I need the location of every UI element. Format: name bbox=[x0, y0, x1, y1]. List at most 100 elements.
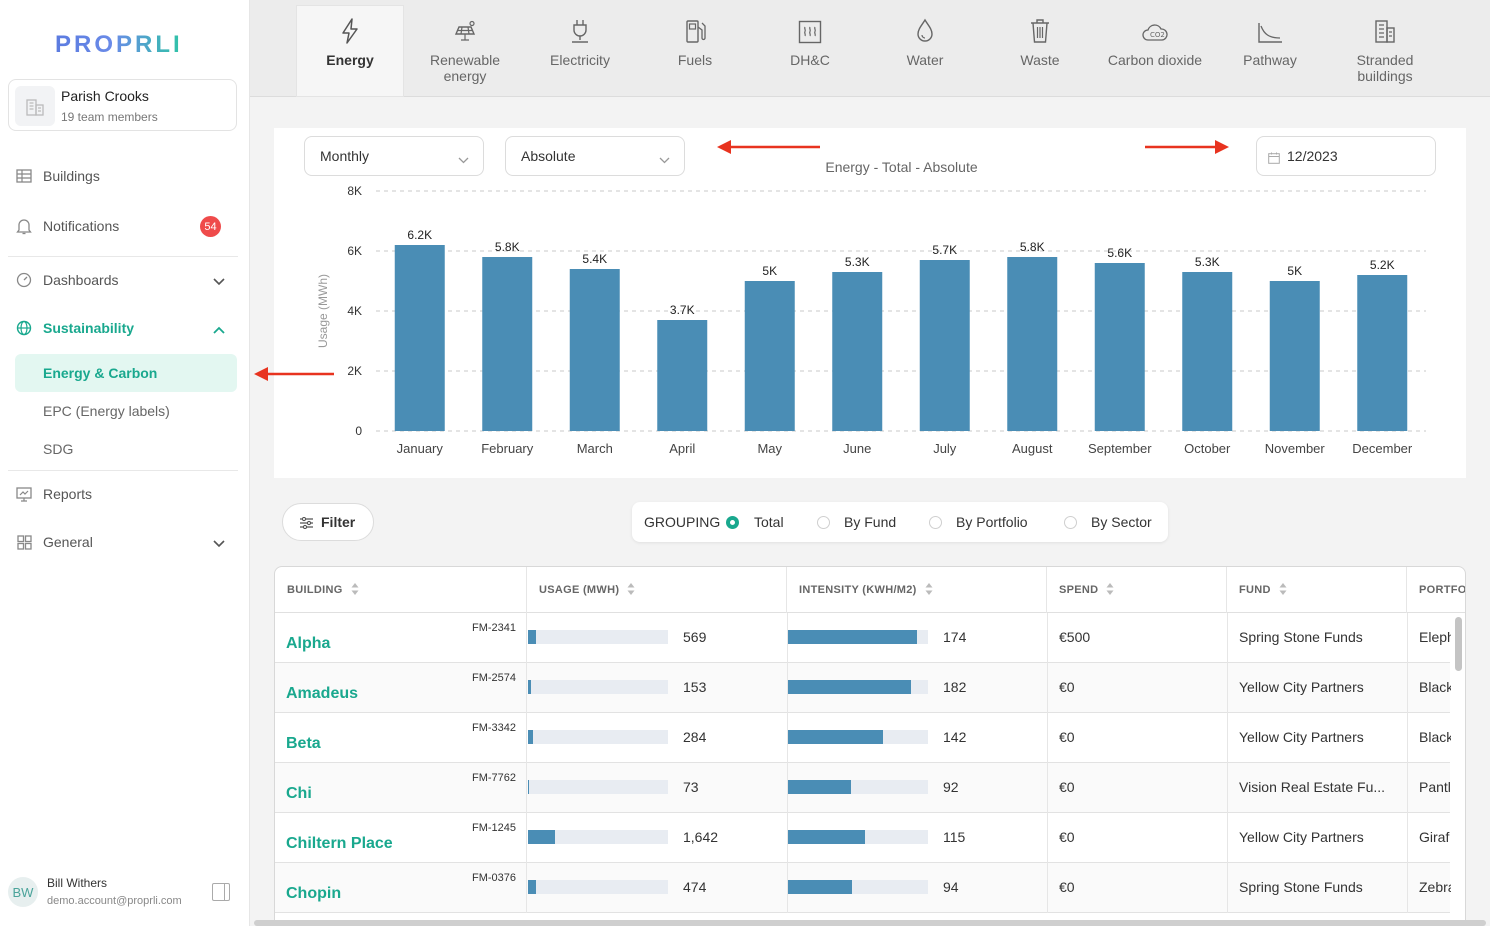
radio-total[interactable] bbox=[726, 516, 739, 529]
sidebar-item-general[interactable]: General bbox=[15, 523, 237, 561]
column-header-label: INTENSITY (KWH/M2) bbox=[799, 584, 917, 596]
tab-renewable-energy[interactable]: Renewable energy bbox=[412, 6, 518, 96]
intensity-bar-fill bbox=[788, 780, 851, 794]
sidebar-subitem-epc[interactable]: EPC (Energy labels) bbox=[15, 392, 237, 430]
sidebar-item-buildings[interactable]: Buildings bbox=[15, 157, 237, 195]
grouping-label: GROUPING bbox=[644, 514, 721, 530]
building-name-link[interactable]: Amadeus bbox=[286, 685, 359, 702]
y-tick-label: 2K bbox=[347, 364, 362, 378]
chart-bar bbox=[1094, 263, 1145, 431]
horizontal-scrollbar[interactable] bbox=[254, 920, 1486, 926]
intensity-value: 115 bbox=[943, 829, 966, 845]
portfolio-value: Black bbox=[1419, 729, 1451, 745]
x-tick-label: January bbox=[397, 441, 444, 456]
usage-bar bbox=[528, 730, 668, 744]
category-tabs: Energy Renewable energy Electricity Fuel… bbox=[250, 0, 1490, 97]
tab-label: Pathway bbox=[1243, 52, 1297, 68]
radio-by-fund[interactable] bbox=[817, 516, 830, 529]
chart-bar bbox=[1269, 281, 1320, 431]
radio-label-total[interactable]: Total bbox=[754, 514, 784, 530]
column-header-fund[interactable]: FUND bbox=[1227, 567, 1407, 613]
gauge-icon bbox=[15, 271, 33, 289]
table-row[interactable]: Chopin FM-0376 474 94 €0 Spring Stone Funds Ze… bbox=[275, 863, 1451, 913]
usage-bar bbox=[528, 630, 668, 644]
chart-bar bbox=[1007, 257, 1058, 431]
sort-icon bbox=[1279, 582, 1287, 599]
globe-icon bbox=[15, 319, 33, 337]
column-divider bbox=[1047, 863, 1048, 913]
energy-bar-chart: 0 2K 4K 6K 8K Usage (MWh) 6.2K January 5.8K Febru… bbox=[316, 184, 1426, 456]
team-name: Parish Crooks bbox=[61, 88, 149, 104]
sidebar-item-reports[interactable]: Reports bbox=[15, 475, 237, 513]
tab-label: Waste bbox=[1020, 52, 1060, 68]
radio-label-by-fund[interactable]: By Fund bbox=[844, 514, 897, 530]
radio-label-by-portfolio[interactable]: By Portfolio bbox=[956, 514, 1028, 530]
intensity-bar bbox=[788, 880, 928, 894]
intensity-bar bbox=[788, 730, 928, 744]
intensity-bar-fill bbox=[788, 880, 853, 894]
column-divider bbox=[1227, 813, 1228, 863]
table-row[interactable]: Beta FM-3342 284 142 €0 Yellow City Partners B… bbox=[275, 713, 1451, 763]
table-row[interactable]: Chiltern Place FM-1245 1,642 115 €0 Yellow Ci… bbox=[275, 813, 1450, 863]
bar-value-label: 5K bbox=[762, 264, 777, 278]
user-profile[interactable]: BW Bill Withers demo.account@proprli.com bbox=[8, 873, 238, 913]
intensity-bar-fill bbox=[788, 730, 884, 744]
proprli-logo[interactable]: PROPRLI bbox=[55, 31, 183, 58]
tab-label: Electricity bbox=[550, 52, 610, 68]
building-name-link[interactable]: Alpha bbox=[286, 635, 331, 652]
intensity-bar-fill bbox=[788, 680, 912, 694]
calendar-icon bbox=[1268, 151, 1280, 167]
vertical-scrollbar[interactable] bbox=[1455, 617, 1462, 671]
tab-pathway[interactable]: Pathway bbox=[1217, 6, 1323, 96]
date-picker[interactable]: 12/2023 bbox=[1256, 136, 1436, 176]
sidebar-item-label: Notifications bbox=[43, 218, 120, 234]
tab-water[interactable]: Water bbox=[872, 6, 978, 96]
column-header-usage[interactable]: USAGE (MWH) bbox=[527, 567, 787, 613]
tab-dhc[interactable]: DH&C bbox=[757, 6, 863, 96]
column-header-building[interactable]: BUILDING bbox=[275, 567, 527, 613]
collapse-sidebar-icon[interactable] bbox=[212, 883, 230, 901]
tab-waste[interactable]: Waste bbox=[987, 6, 1093, 96]
period-select[interactable]: Monthly bbox=[304, 136, 484, 176]
bar-value-label: 5.3K bbox=[1195, 255, 1220, 269]
tab-stranded-buildings[interactable]: Stranded buildings bbox=[1332, 6, 1438, 96]
column-header-portfolio[interactable]: PORTFO bbox=[1407, 567, 1465, 613]
radio-by-portfolio[interactable] bbox=[929, 516, 942, 529]
sidebar-item-label: Reports bbox=[43, 486, 93, 502]
column-divider bbox=[787, 663, 788, 713]
filter-button[interactable]: Filter bbox=[282, 503, 374, 541]
tab-label: DH&C bbox=[790, 52, 830, 68]
column-header-spend[interactable]: SPEND bbox=[1047, 567, 1227, 613]
sidebar-item-dashboards[interactable]: Dashboards bbox=[15, 261, 237, 299]
sidebar-subitem-sdg[interactable]: SDG bbox=[15, 430, 237, 468]
sidebar-subitem-energy-carbon[interactable]: Energy & Carbon bbox=[15, 354, 237, 392]
table-row[interactable]: Chi FM-7762 73 92 €0 Vision Real Estate Fu...… bbox=[275, 763, 1451, 813]
tab-fuels[interactable]: Fuels bbox=[642, 6, 748, 96]
chevron-down-icon bbox=[458, 151, 469, 167]
building-name-link[interactable]: Chopin bbox=[286, 885, 342, 902]
sidebar-item-sustainability[interactable]: Sustainability bbox=[15, 309, 237, 347]
grouping-selector: GROUPING Total By Fund By Portfolio By S… bbox=[632, 502, 1168, 542]
tab-energy[interactable]: Energy bbox=[297, 6, 403, 96]
tab-carbon-dioxide[interactable]: CO2 Carbon dioxide bbox=[1102, 6, 1208, 96]
mode-select[interactable]: Absolute bbox=[505, 136, 685, 176]
table-row[interactable]: Alpha FM-2341 569 174 €500 Spring Stone Funds… bbox=[275, 613, 1451, 663]
chart-bar bbox=[394, 245, 445, 431]
column-divider bbox=[787, 713, 788, 763]
column-header-intensity[interactable]: INTENSITY (KWH/M2) bbox=[787, 567, 1047, 613]
usage-bar bbox=[528, 780, 668, 794]
building-name-link[interactable]: Chi bbox=[286, 785, 312, 802]
radio-label-by-sector[interactable]: By Sector bbox=[1091, 514, 1152, 530]
building-name-link[interactable]: Beta bbox=[286, 735, 321, 752]
team-switcher[interactable]: Parish Crooks 19 team members bbox=[8, 79, 237, 131]
tab-electricity[interactable]: Electricity bbox=[527, 6, 633, 96]
sidebar-item-label: Sustainability bbox=[43, 320, 135, 336]
water-drop-icon bbox=[872, 12, 978, 44]
bar-value-label: 3.7K bbox=[670, 303, 695, 317]
building-name-link[interactable]: Chiltern Place bbox=[286, 835, 393, 852]
table-row[interactable]: Amadeus FM-2574 153 182 €0 Yellow City Partne… bbox=[275, 663, 1451, 713]
radio-by-sector[interactable] bbox=[1064, 516, 1077, 529]
sidebar-item-notifications[interactable]: Notifications 54 bbox=[15, 207, 237, 245]
column-divider bbox=[1407, 813, 1408, 863]
heating-icon bbox=[757, 12, 863, 44]
